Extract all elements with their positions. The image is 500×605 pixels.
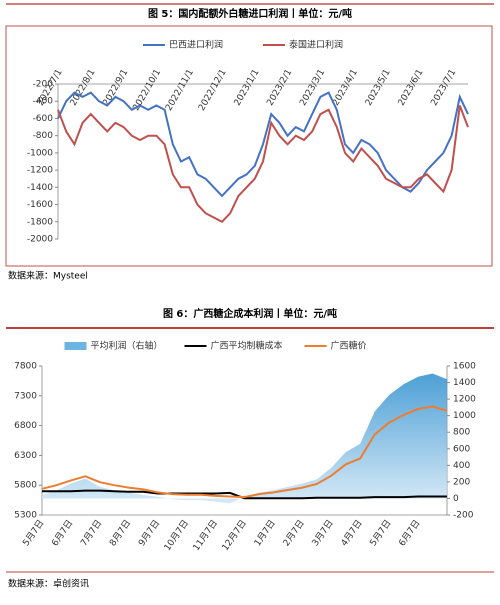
x-tick-label: 4月7日 xyxy=(339,518,365,548)
x-tick-label: 8月7日 xyxy=(107,518,133,548)
x-tick-label: 2022/11/1 xyxy=(164,68,196,113)
y-tick-label: 7800 xyxy=(14,362,37,372)
x-tick-label: 5月7日 xyxy=(21,518,47,548)
y-tick-label: -1000 xyxy=(27,148,53,158)
source: 数据来源：卓创资讯 xyxy=(8,578,89,590)
x-tick-label: 2023/5/1 xyxy=(364,68,393,108)
x-tick-label: 2022/12/1 xyxy=(197,68,229,113)
x-tick-label: 2023/2/1 xyxy=(265,68,294,108)
x-tick-label: 6月7日 xyxy=(397,518,423,548)
legend-label: 广西平均制糖成本 xyxy=(211,340,283,352)
line xyxy=(57,91,469,198)
y-tick-label: -1400 xyxy=(27,183,53,193)
y-tick-label: 6800 xyxy=(14,421,37,431)
x-tick-label: 2月7日 xyxy=(281,518,307,548)
y2-tick-label: 600 xyxy=(453,444,470,454)
y-tick-label: -1200 xyxy=(27,166,53,176)
x-tick-label: 2023/3/1 xyxy=(298,68,327,108)
y-tick-label: -2000 xyxy=(27,235,53,245)
y2-tick-label: 1600 xyxy=(453,362,476,372)
y2-tick-label: 0 xyxy=(453,494,459,504)
x-tick-label: 9月7日 xyxy=(136,518,162,548)
source: 数据来源：Mysteel xyxy=(8,270,88,282)
legend-label: 广西糖价 xyxy=(331,340,367,352)
y-tick-label: 6300 xyxy=(14,451,37,461)
line xyxy=(41,405,448,499)
legend-swatch xyxy=(64,342,87,350)
y2-tick-label: 800 xyxy=(453,428,470,438)
chart-title: 图 5：国内配额外白糖进口利润丨单位：元/吨 xyxy=(148,7,352,20)
frame xyxy=(5,25,493,267)
legend-label: 巴西进口利润 xyxy=(169,39,223,51)
y-tick-label: -400 xyxy=(33,97,54,107)
x-tick-label: 3月7日 xyxy=(310,518,336,548)
x-tick-label: 2023/6/1 xyxy=(397,68,426,108)
line xyxy=(57,105,469,224)
y2-tick-label: 200 xyxy=(453,477,470,487)
y-tick-label: -1600 xyxy=(27,200,53,210)
area xyxy=(42,373,447,504)
chart-title: 图 6：广西糖企成本利润丨单位：元/吨 xyxy=(163,307,337,320)
x-tick-label: 5月7日 xyxy=(368,518,394,548)
y-tick-label: -1800 xyxy=(27,217,53,227)
x-tick-label: 2023/4/1 xyxy=(331,68,360,108)
x-tick-label: 11月7日 xyxy=(191,518,220,553)
y2-tick-label: 1400 xyxy=(453,378,476,388)
x-tick-label: 1月7日 xyxy=(252,518,278,548)
x-tick-label: 2022/8/1 xyxy=(69,68,98,108)
y-tick-label: -800 xyxy=(33,131,54,141)
y-tick-label: 7300 xyxy=(14,391,37,401)
line xyxy=(42,489,447,500)
x-tick-label: 7月7日 xyxy=(78,518,104,548)
y2-tick-label: 1000 xyxy=(453,411,476,421)
y-tick-label: 5300 xyxy=(14,511,37,521)
x-tick-label: 2023/7/1 xyxy=(429,68,458,108)
x-tick-label: 2022/9/1 xyxy=(101,68,130,108)
x-tick-label: 10月7日 xyxy=(162,518,191,553)
x-tick-label: 6月7日 xyxy=(50,518,76,548)
x-tick-label: 12月7日 xyxy=(220,518,249,553)
y-tick-label: -600 xyxy=(33,114,54,124)
y2-tick-label: -200 xyxy=(453,511,474,521)
legend-label: 平均利润（右轴） xyxy=(91,340,163,352)
y-tick-label: 5800 xyxy=(14,481,37,491)
legend-label: 泰国进口利润 xyxy=(289,39,343,51)
y-tick-label: -200 xyxy=(33,80,54,90)
y2-tick-label: 400 xyxy=(453,461,470,471)
x-tick-label: 2023/1/1 xyxy=(233,68,262,108)
y2-tick-label: 1200 xyxy=(453,395,476,405)
